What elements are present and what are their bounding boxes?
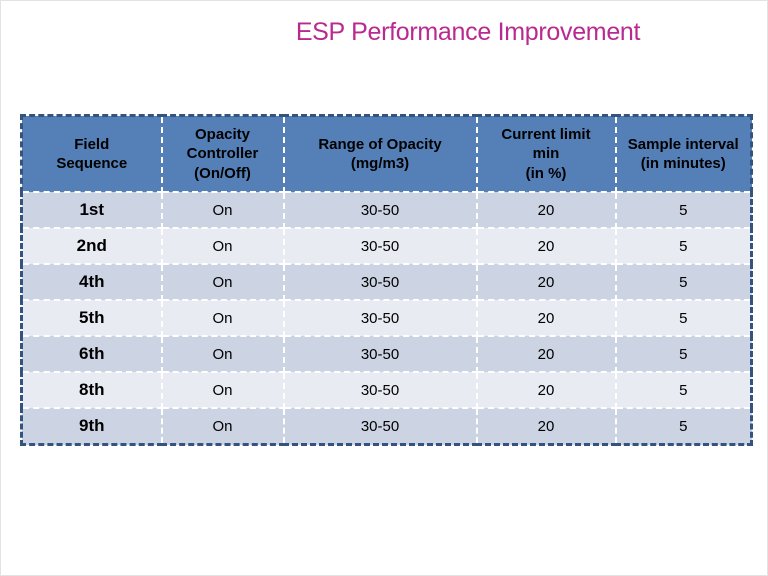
table-cell: 20 [475,407,617,446]
cell-field-sequence: 9th [20,407,163,446]
table-cell: 30-50 [282,191,478,229]
table-cell: 30-50 [282,335,478,373]
header-current-limit-min: Current limit min (in %) [475,114,617,193]
header-field-sequence: Field Sequence [20,114,163,193]
table-cell: 5 [614,299,753,337]
table-row: 8th On 30-50 20 5 [20,371,753,409]
table-cell: 20 [475,299,617,337]
table-cell: 20 [475,263,617,301]
table-cell: On [160,191,285,229]
cell-field-sequence: 4th [20,263,163,301]
slide-title: ESP Performance Improvement [295,18,641,46]
table-row: 9th On 30-50 20 5 [20,407,753,446]
table-row: 6th On 30-50 20 5 [20,335,753,373]
table-cell: 20 [475,191,617,229]
table-cell: On [160,299,285,337]
table-header-row: Field Sequence Opacity Controller (On/Of… [20,114,753,193]
table-row: 1st On 30-50 20 5 [20,191,753,229]
table-cell: 5 [614,191,753,229]
table-cell: 5 [614,407,753,446]
table-cell: 5 [614,371,753,409]
table-cell: 20 [475,371,617,409]
esp-performance-table: Field Sequence Opacity Controller (On/Of… [20,114,753,446]
table-cell: 30-50 [282,371,478,409]
table-cell: 5 [614,335,753,373]
table-header: Field Sequence Opacity Controller (On/Of… [20,114,753,193]
header-range-of-opacity: Range of Opacity (mg/m3) [282,114,478,193]
table-cell: On [160,227,285,265]
cell-field-sequence: 6th [20,335,163,373]
header-sample-interval: Sample interval (in minutes) [614,114,753,193]
table-cell: 20 [475,227,617,265]
table-cell: 5 [614,227,753,265]
table-row: 4th On 30-50 20 5 [20,263,753,301]
table-cell: 30-50 [282,299,478,337]
cell-field-sequence: 2nd [20,227,163,265]
cell-field-sequence: 1st [20,191,163,229]
cell-field-sequence: 8th [20,371,163,409]
table-cell: 30-50 [282,227,478,265]
table-cell: On [160,263,285,301]
table-cell: On [160,371,285,409]
table-row: 2nd On 30-50 20 5 [20,227,753,265]
table-cell: On [160,407,285,446]
header-opacity-controller: Opacity Controller (On/Off) [160,114,285,193]
table-cell: On [160,335,285,373]
table-cell: 5 [614,263,753,301]
table-cell: 30-50 [282,407,478,446]
table-cell: 20 [475,335,617,373]
table-cell: 30-50 [282,263,478,301]
cell-field-sequence: 5th [20,299,163,337]
table-body: 1st On 30-50 20 5 2nd On 30-50 20 5 4th On 30-50 20 5 5… [20,191,753,446]
table-row: 5th On 30-50 20 5 [20,299,753,337]
